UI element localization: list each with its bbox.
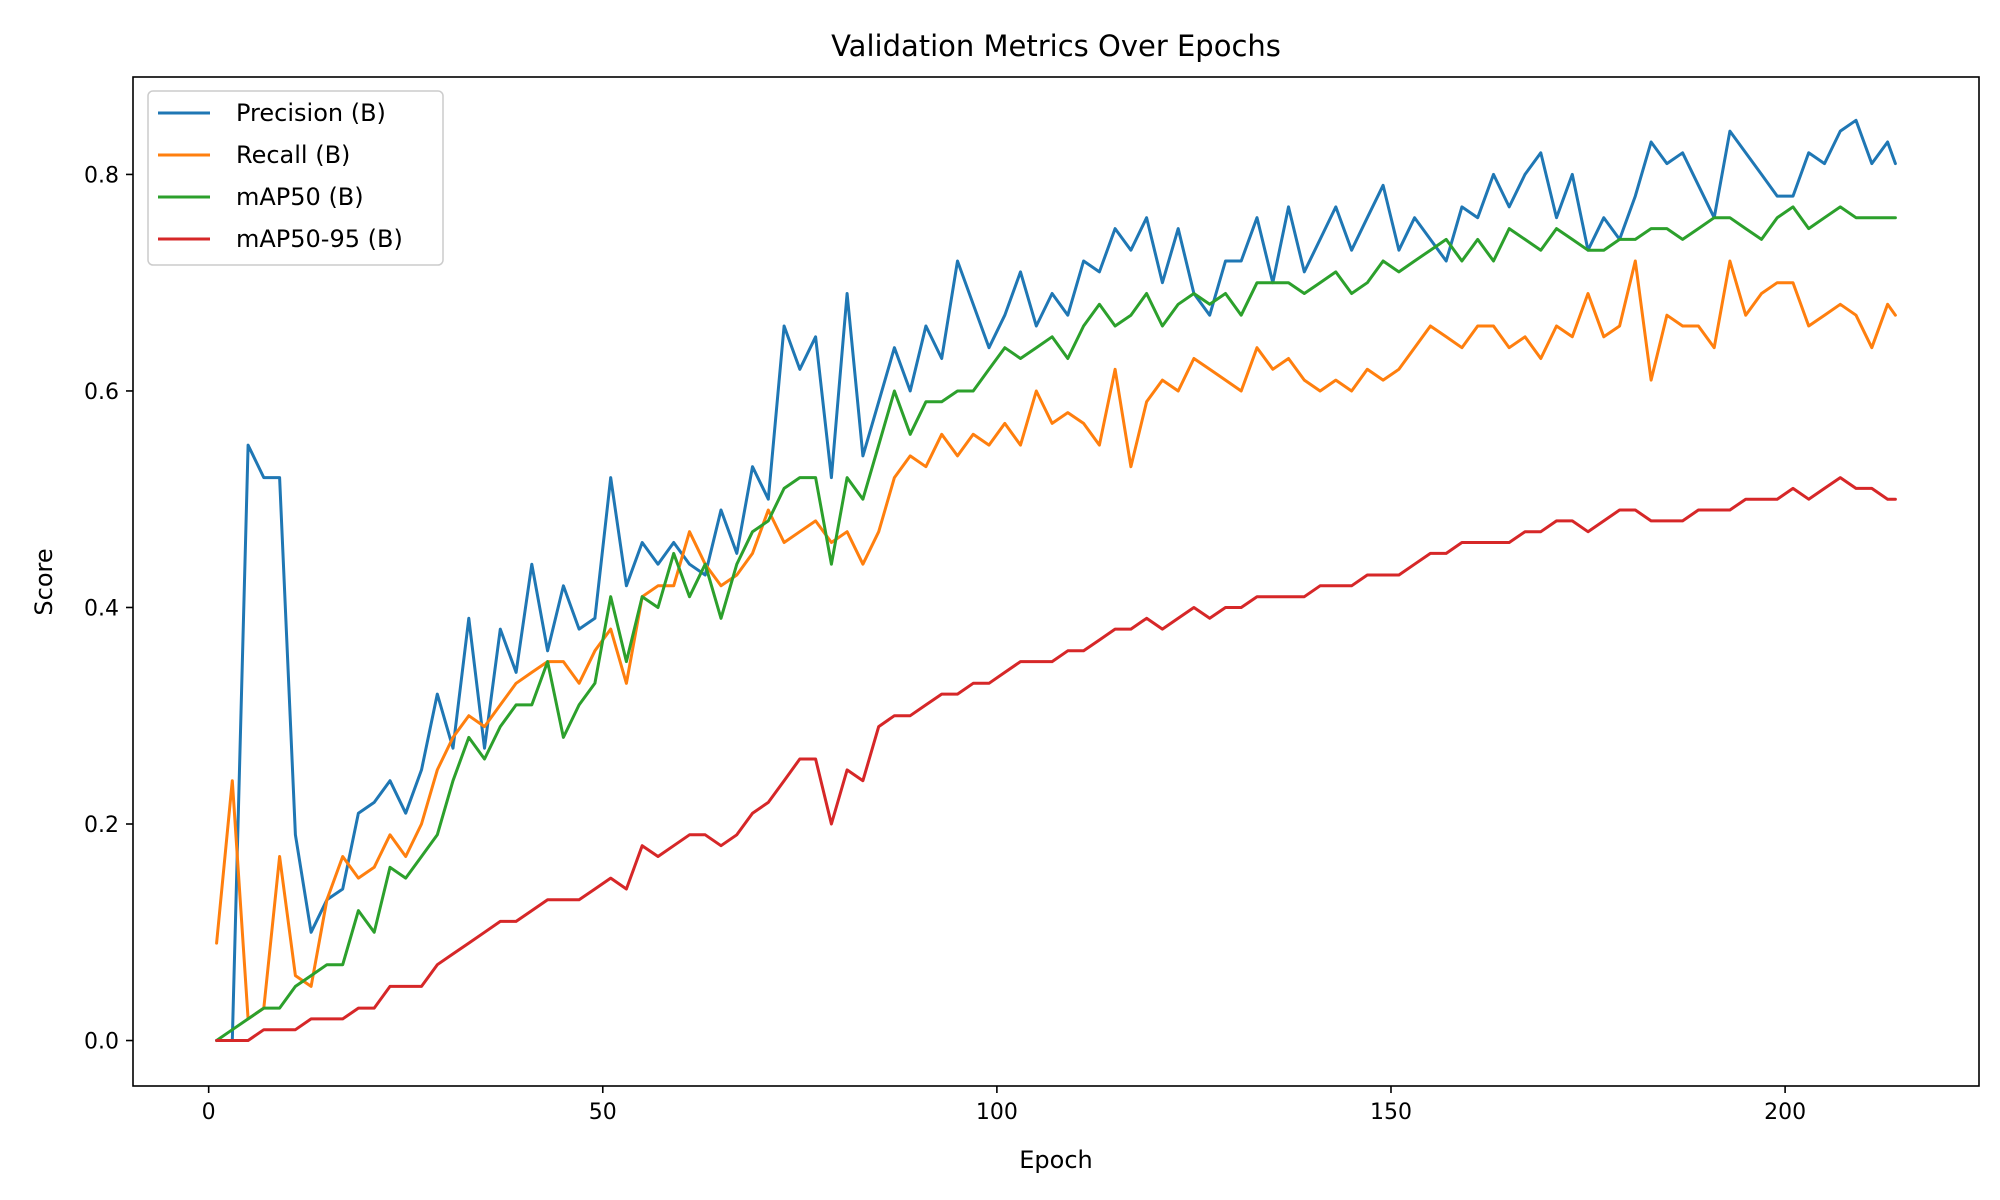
x-tick-label: 50 — [589, 1100, 617, 1125]
legend-label-0: Precision (B) — [236, 99, 386, 127]
y-tick-label: 0.0 — [84, 1030, 119, 1055]
chart-title: Validation Metrics Over Epochs — [831, 29, 1281, 63]
x-tick-label: 200 — [1764, 1100, 1806, 1125]
series-layer — [215, 118, 1897, 1042]
legend-box — [147, 90, 444, 266]
series-line-0 — [215, 118, 1897, 1042]
y-tick-label: 0.4 — [84, 596, 119, 621]
legend-label-3: mAP50-95 (B) — [236, 225, 403, 253]
series-line-1 — [215, 259, 1897, 1021]
y-tick-label: 0.8 — [84, 163, 119, 188]
legend-label-1: Recall (B) — [236, 141, 350, 169]
x-axis-title: Epoch — [1019, 1146, 1093, 1174]
x-axis: 0 50 100 150 200 — [202, 1086, 1806, 1125]
plot-frame — [132, 76, 1980, 1087]
y-tick-label: 0.2 — [84, 813, 119, 838]
x-tick-label: 150 — [1370, 1100, 1412, 1125]
y-axis-title: Score — [30, 548, 58, 615]
x-tick-label: 100 — [976, 1100, 1018, 1125]
legend: Precision (B) Recall (B) mAP50 (B) mAP50-95… — [147, 90, 444, 266]
y-tick-label: 0.6 — [84, 380, 119, 405]
y-axis: 0.0 0.2 0.4 0.6 0.8 — [84, 163, 133, 1055]
legend-label-2: mAP50 (B) — [236, 183, 364, 211]
series-line-2 — [215, 205, 1897, 1042]
x-tick-label: 0 — [202, 1100, 216, 1125]
series-line-3 — [215, 476, 1897, 1042]
